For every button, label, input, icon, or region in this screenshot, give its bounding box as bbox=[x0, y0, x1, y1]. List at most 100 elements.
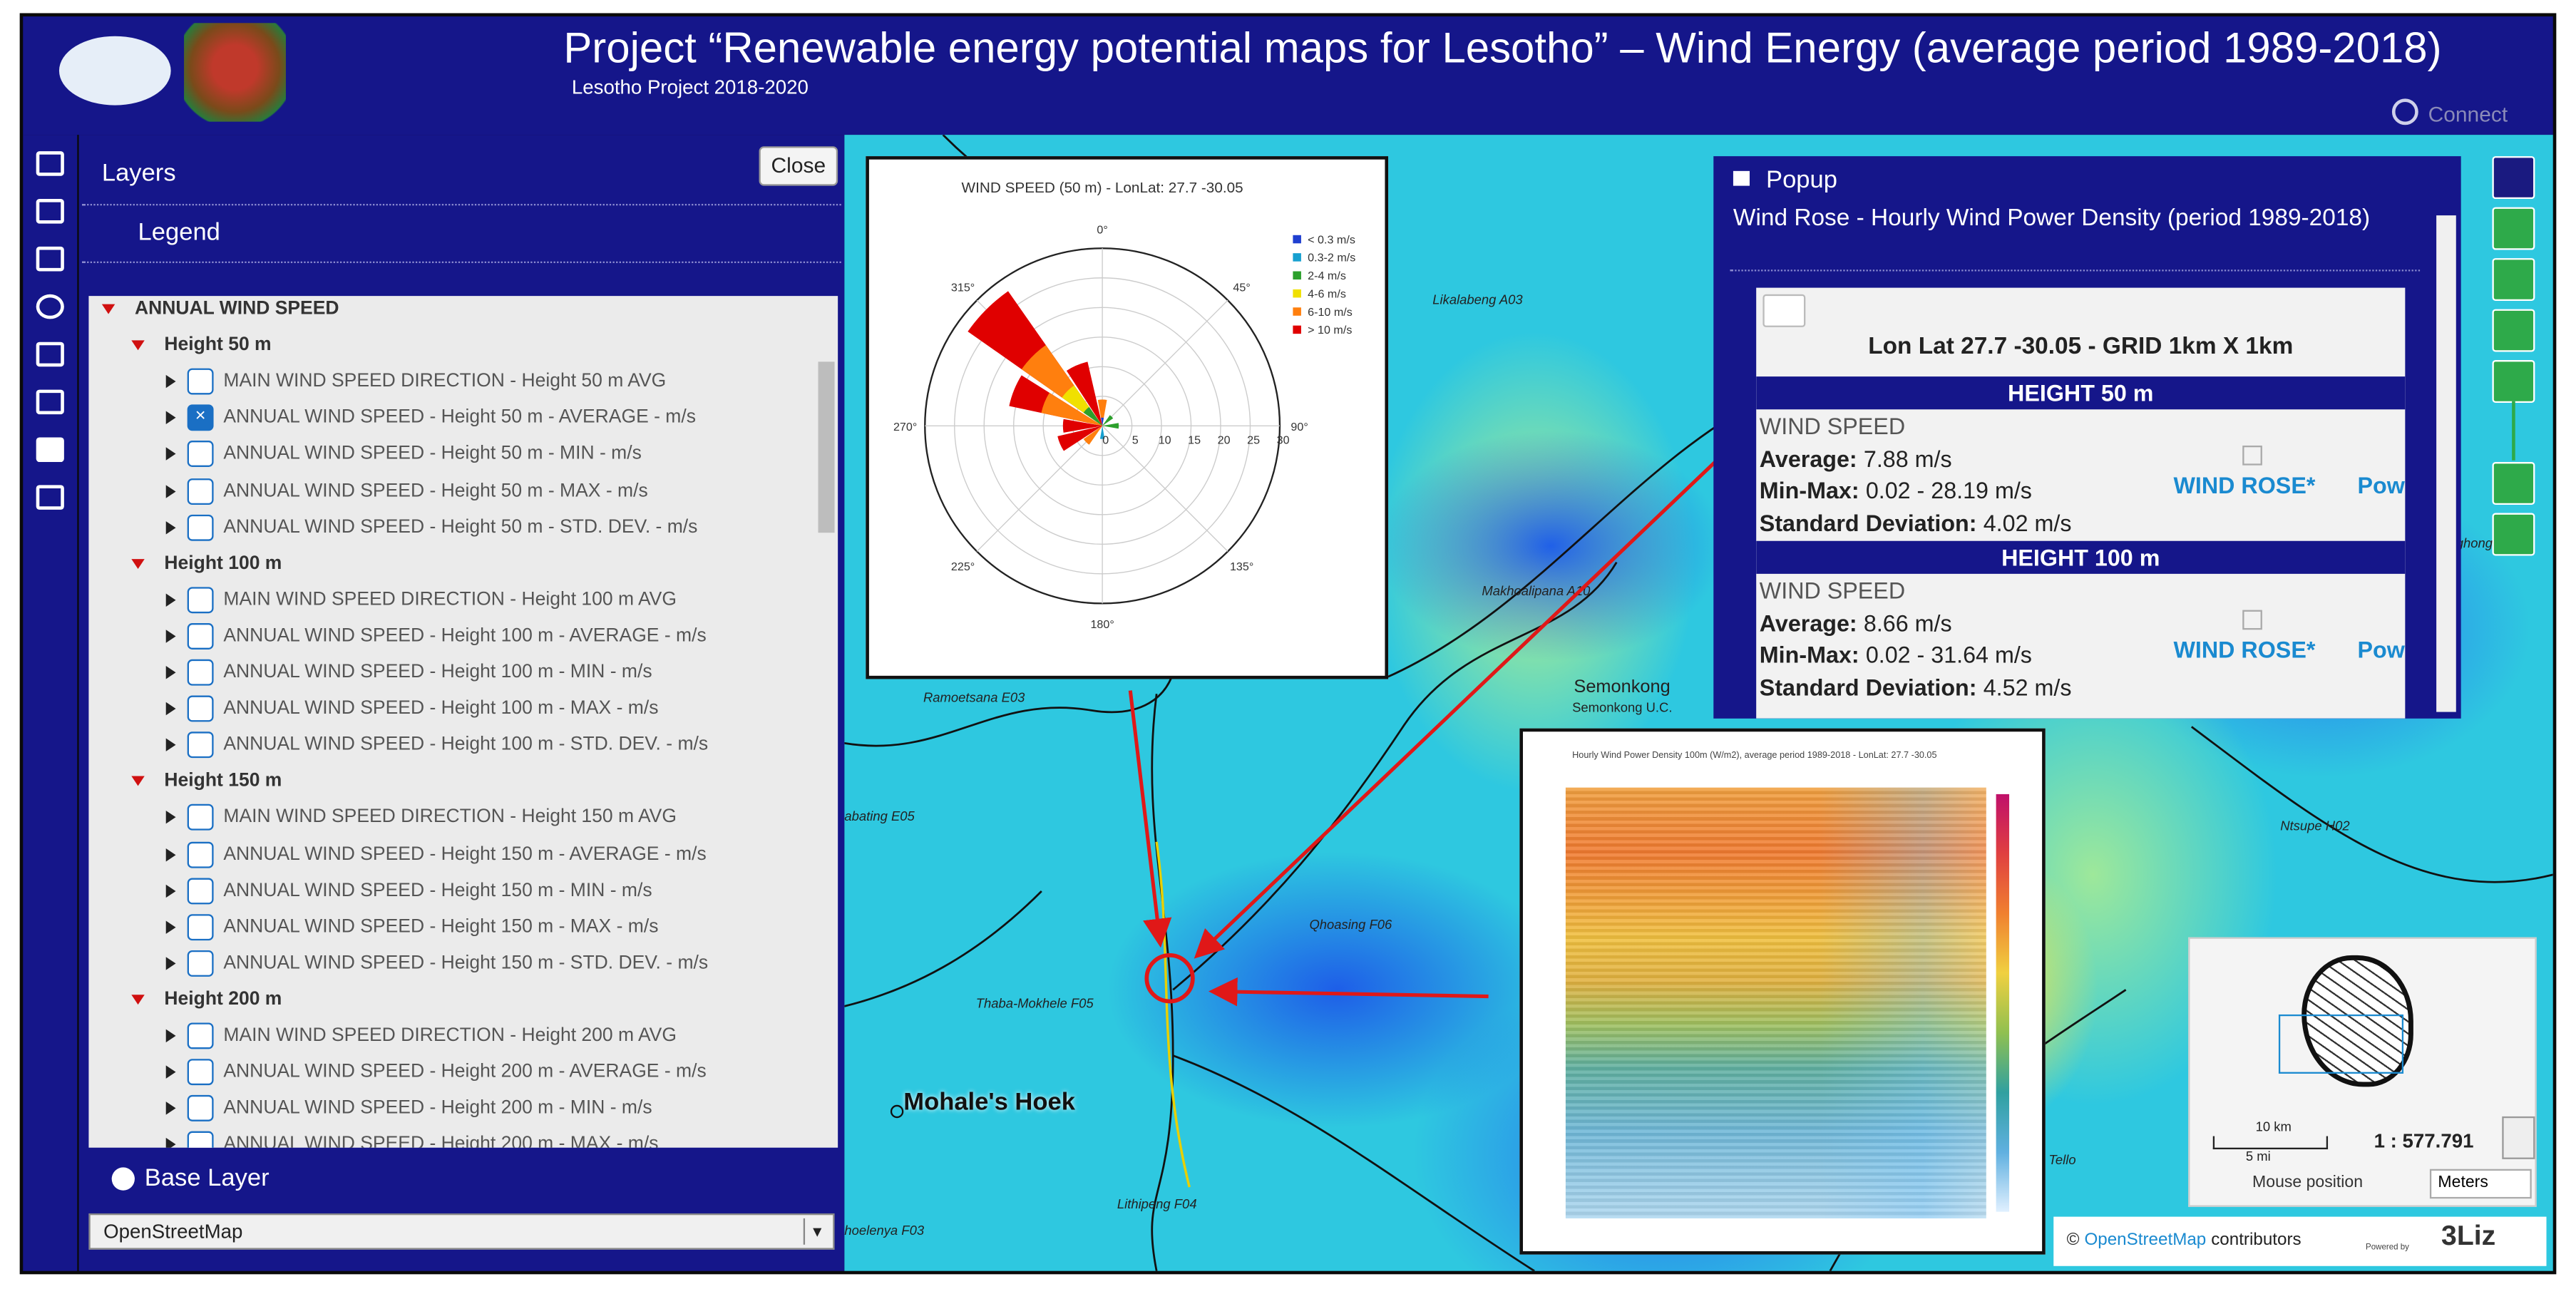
toolbar-button[interactable] bbox=[36, 151, 64, 176]
toolbar-button[interactable] bbox=[36, 485, 64, 510]
layer-checkbox[interactable] bbox=[187, 731, 214, 759]
metric-row: Average: 8.66 m/s bbox=[1760, 610, 1952, 637]
layer-checkbox[interactable] bbox=[187, 913, 214, 940]
connect-button[interactable]: Connect bbox=[2391, 98, 2508, 127]
divider bbox=[82, 261, 841, 263]
layer-checkbox[interactable] bbox=[187, 369, 214, 395]
layer-label: MAIN WIND SPEED DIRECTION - Height 50 m … bbox=[223, 371, 667, 392]
layer-checkbox[interactable] bbox=[187, 950, 214, 977]
spoke bbox=[976, 425, 1103, 552]
map-control[interactable] bbox=[2492, 156, 2535, 200]
attribution-text[interactable]: OpenStreetMap bbox=[2084, 1230, 2207, 1250]
layer-checkbox[interactable] bbox=[187, 513, 214, 540]
place-label: hoelenya F03 bbox=[844, 1223, 925, 1238]
subgroup-label: Height 100 m bbox=[164, 553, 282, 574]
layer-checkbox[interactable] bbox=[187, 441, 214, 468]
map-control[interactable] bbox=[2492, 462, 2535, 505]
expand-toggle bbox=[131, 340, 145, 351]
layer-checkbox[interactable] bbox=[187, 695, 214, 722]
wind-rose-link[interactable]: WIND ROSE* bbox=[2173, 471, 2316, 498]
layer-checkbox[interactable]: × bbox=[187, 405, 214, 431]
broken-image bbox=[2242, 610, 2262, 630]
layer-label: ANNUAL WIND SPEED - Height 200 m - MAX -… bbox=[223, 1134, 659, 1148]
place-label: Ramoetsana E03 bbox=[923, 690, 1025, 706]
expand-toggle bbox=[165, 448, 176, 461]
map-control[interactable] bbox=[2492, 258, 2535, 302]
expand-toggle bbox=[165, 666, 176, 679]
app-subtitle: Lesotho Project 2018-2020 bbox=[571, 76, 809, 99]
expand-toggle bbox=[165, 811, 176, 825]
layer-label: ANNUAL WIND SPEED - Height 100 m - MIN -… bbox=[223, 662, 652, 683]
legend-tool[interactable] bbox=[729, 269, 752, 292]
powered-by: Powered by bbox=[2366, 1243, 2409, 1253]
river bbox=[1155, 841, 1191, 1188]
boundary-line bbox=[844, 890, 1042, 1007]
metric-label: Average: bbox=[1759, 445, 1857, 472]
layer-checkbox[interactable] bbox=[187, 1022, 214, 1049]
zoom-button[interactable] bbox=[1762, 294, 1806, 327]
legend-label: 2-4 m/s bbox=[1308, 269, 1346, 282]
legend-tool[interactable] bbox=[766, 269, 789, 292]
colorbar bbox=[1996, 794, 2010, 1212]
map-control[interactable] bbox=[2492, 309, 2535, 352]
legend-swatch bbox=[1293, 253, 1301, 262]
layer-label: ANNUAL WIND SPEED - Height 150 m - AVERA… bbox=[223, 844, 707, 864]
dropdown-arrow: ▼ bbox=[803, 1218, 830, 1245]
popup-title: Popup bbox=[1766, 165, 1837, 195]
map-control[interactable] bbox=[2492, 401, 2535, 461]
toolbar bbox=[23, 135, 78, 1271]
place-label: Semonkong U.C. bbox=[1572, 700, 1673, 716]
metric-value: 4.02 m/s bbox=[1983, 509, 2072, 536]
layer-checkbox[interactable] bbox=[187, 586, 214, 613]
layer-checkbox[interactable] bbox=[187, 804, 214, 831]
place-label: ghong bbox=[2456, 535, 2493, 551]
expand-toggle bbox=[131, 994, 145, 1005]
metric-label: Average: bbox=[1759, 610, 1857, 637]
divider bbox=[82, 203, 841, 206]
layer-label: ANNUAL WIND SPEED - Height 150 m - MAX -… bbox=[223, 917, 659, 937]
toggle-button[interactable] bbox=[2502, 1116, 2535, 1159]
layer-checkbox[interactable] bbox=[187, 622, 214, 649]
rose-wedge bbox=[1083, 406, 1103, 426]
layer-checkbox[interactable] bbox=[187, 1095, 214, 1122]
toolbar-button[interactable] bbox=[36, 389, 64, 415]
expand-toggle bbox=[165, 375, 176, 389]
layer-checkbox[interactable] bbox=[187, 659, 214, 686]
legend-label: 6-10 m/s bbox=[1308, 306, 1353, 319]
expand-toggle bbox=[165, 411, 176, 425]
map-control[interactable] bbox=[2492, 513, 2535, 556]
units-select[interactable]: Meters bbox=[2429, 1169, 2532, 1199]
base-layer-select[interactable]: OpenStreetMap ▼ bbox=[88, 1213, 835, 1250]
toolbar-button[interactable] bbox=[36, 199, 64, 224]
legend-label: 4-6 m/s bbox=[1308, 287, 1346, 300]
power-link[interactable]: Power bbox=[2357, 471, 2406, 498]
scale-bar bbox=[2212, 1136, 2329, 1150]
radius-label: 20 bbox=[1218, 434, 1231, 447]
place-label: Lithipeng F04 bbox=[1117, 1196, 1197, 1212]
power-link[interactable]: Power bbox=[2357, 636, 2406, 663]
layer-checkbox[interactable] bbox=[187, 477, 214, 504]
attribution-text: © bbox=[2066, 1230, 2080, 1250]
boundary-line bbox=[1172, 1054, 1535, 1271]
map-control[interactable] bbox=[2492, 360, 2535, 404]
subgroup-label: Height 50 m bbox=[164, 335, 272, 356]
layer-checkbox[interactable] bbox=[187, 1059, 214, 1086]
close-button[interactable]: Close bbox=[759, 146, 838, 186]
legend-tool[interactable] bbox=[801, 269, 824, 292]
spoke bbox=[1102, 425, 1228, 552]
place-label: Thaba-Mokhele F05 bbox=[975, 996, 1094, 1012]
map-control[interactable] bbox=[2492, 207, 2535, 250]
toolbar-button[interactable] bbox=[36, 246, 64, 272]
toolbar-button[interactable] bbox=[36, 294, 64, 319]
layer-checkbox[interactable] bbox=[187, 1131, 214, 1148]
toolbar-button[interactable] bbox=[36, 437, 64, 463]
metric-label: Standard Deviation: bbox=[1759, 509, 1977, 536]
layer-checkbox[interactable] bbox=[187, 877, 214, 904]
layer-checkbox[interactable] bbox=[187, 841, 214, 868]
wind-rose-link[interactable]: WIND ROSE* bbox=[2173, 636, 2316, 663]
toolbar-button[interactable] bbox=[36, 342, 64, 367]
divider bbox=[1730, 269, 2421, 272]
legend-swatch bbox=[1293, 325, 1301, 334]
